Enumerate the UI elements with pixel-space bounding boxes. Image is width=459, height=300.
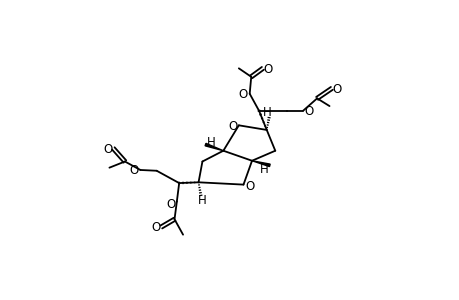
Text: H: H bbox=[263, 106, 271, 119]
Text: O: O bbox=[263, 63, 272, 76]
Text: H: H bbox=[206, 136, 215, 149]
Polygon shape bbox=[205, 143, 223, 151]
Text: O: O bbox=[151, 221, 160, 234]
Text: H: H bbox=[259, 163, 268, 176]
Text: O: O bbox=[167, 198, 176, 211]
Text: H: H bbox=[198, 194, 207, 206]
Text: O: O bbox=[304, 105, 313, 118]
Text: O: O bbox=[228, 120, 237, 133]
Text: O: O bbox=[332, 82, 341, 96]
Text: O: O bbox=[103, 143, 112, 156]
Text: O: O bbox=[238, 88, 247, 101]
Polygon shape bbox=[252, 161, 269, 167]
Text: O: O bbox=[129, 164, 139, 177]
Text: O: O bbox=[245, 180, 255, 194]
